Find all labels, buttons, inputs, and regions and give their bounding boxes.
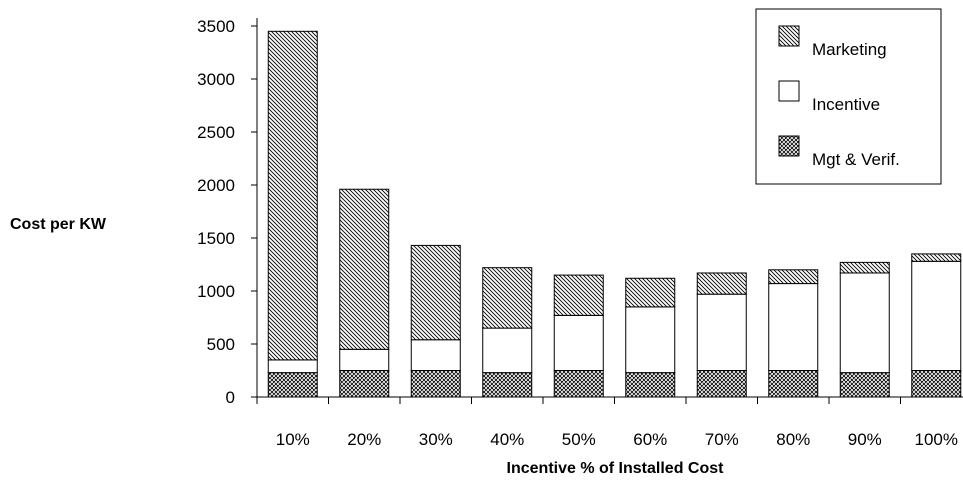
y-tick-label: 3000 (197, 70, 235, 89)
bar-segment-marketing (696, 272, 747, 295)
y-axis-title: Cost per KW (10, 216, 107, 233)
y-tick-label: 1000 (197, 282, 235, 301)
bar-segment-mgt-verif (625, 372, 676, 398)
bar-segment-marketing (768, 269, 819, 285)
x-tick-label: 80% (776, 430, 810, 449)
y-tick-label: 3500 (197, 17, 235, 36)
bar-segment-mgt-verif (553, 370, 604, 398)
bar-segment-marketing (410, 244, 461, 341)
x-axis: 10% 20% 30% 40% 50% 60% 70% 80% 90% 100% (256, 396, 963, 449)
x-tick-label: 60% (633, 430, 667, 449)
bar-segment-incentive (839, 272, 890, 374)
x-tick-label: 30% (419, 430, 453, 449)
x-axis-title: Incentive % of Installed Cost (507, 460, 725, 477)
bar-segment-incentive (267, 359, 318, 374)
y-tick-label: 1500 (197, 229, 235, 248)
legend-swatch (778, 80, 800, 102)
bar-segment-mgt-verif (410, 370, 461, 398)
y-tick-label: 500 (207, 335, 235, 354)
bar-segment-incentive (482, 327, 533, 374)
y-tick-label: 0 (226, 388, 235, 407)
bar-segment-incentive (696, 293, 747, 371)
bar-segment-marketing (482, 267, 533, 329)
bar-segment-marketing (911, 253, 962, 262)
bar-segment-mgt-verif (339, 370, 390, 398)
bar-segment-incentive (768, 283, 819, 371)
bar-segment-marketing (553, 274, 604, 316)
x-tick-label: 50% (562, 430, 596, 449)
x-tick-label: 70% (705, 430, 739, 449)
bar-segment-mgt-verif (768, 370, 819, 398)
bar-segment-marketing (625, 277, 676, 308)
bar-segment-incentive (625, 306, 676, 374)
bar-segment-marketing (267, 30, 318, 361)
legend-swatch (778, 25, 800, 47)
bar-segment-mgt-verif (911, 370, 962, 398)
bar-segment-mgt-verif (839, 372, 890, 398)
y-axis: 0 500 1000 1500 2000 2500 3000 3500 (197, 17, 258, 407)
legend-label: Mgt & Verif. (812, 150, 900, 169)
x-tick-label: 20% (347, 430, 381, 449)
legend-swatch (778, 135, 800, 157)
legend-label: Incentive (812, 95, 880, 114)
bar-segment-marketing (339, 188, 390, 350)
bar-segment-incentive (339, 348, 390, 371)
bar-segment-mgt-verif (482, 372, 533, 398)
x-tick-label: 10% (276, 430, 310, 449)
x-tick-label: 90% (848, 430, 882, 449)
bar-segment-mgt-verif (267, 372, 318, 398)
x-tick-label: 100% (915, 430, 958, 449)
y-tick-label: 2000 (197, 176, 235, 195)
legend: Marketing Incentive Mgt & Verif. (755, 8, 942, 185)
bar-segment-incentive (553, 314, 604, 372)
bars (267, 30, 962, 398)
x-tick-label: 40% (490, 430, 524, 449)
bar-segment-incentive (410, 339, 461, 372)
legend-label: Marketing (812, 40, 887, 59)
bar-segment-mgt-verif (696, 370, 747, 398)
y-tick-label: 2500 (197, 123, 235, 142)
bar-segment-incentive (911, 260, 962, 372)
bar-segment-marketing (839, 261, 890, 274)
